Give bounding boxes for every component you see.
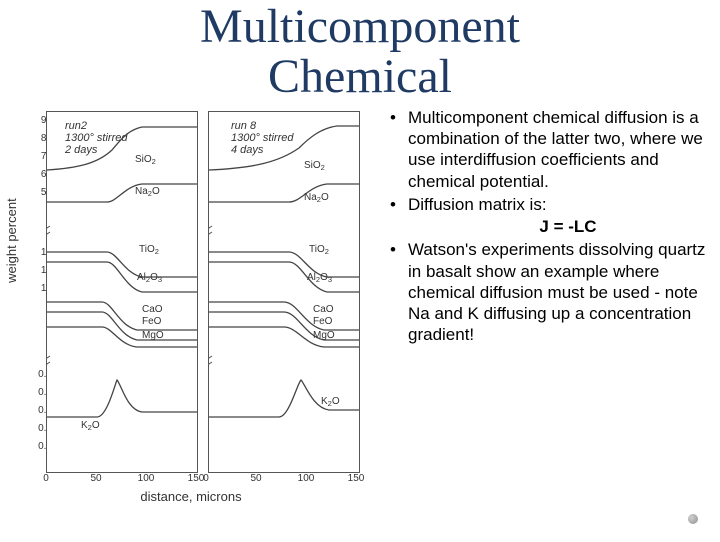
- x-tick: 0: [43, 473, 49, 484]
- x-tick: 50: [90, 473, 101, 484]
- species-curve: [209, 252, 359, 277]
- species-label: TiO2: [139, 244, 159, 256]
- y-axis-label: weight percent: [4, 199, 19, 284]
- bullet-list: Multicomponent chemical diffusion is a c…: [386, 107, 706, 502]
- species-curve: [47, 127, 197, 170]
- x-tick: 0: [203, 473, 209, 484]
- decorative-dot: [688, 514, 698, 524]
- species-curve: [209, 302, 359, 330]
- species-curve: [209, 126, 359, 170]
- bullet-1: Multicomponent chemical diffusion is a c…: [386, 107, 706, 192]
- chart-panel: run 81300° stirred4 daysSiO2Na2OTiO2Al2O…: [208, 111, 360, 473]
- chart-panels: run21300° stirred2 daysSiO2Na2OTiO2Al2O3…: [46, 111, 366, 476]
- species-curve: [47, 312, 197, 340]
- species-label: Na2O: [135, 186, 160, 198]
- x-tick: 100: [138, 473, 155, 484]
- species-curve: [209, 312, 359, 340]
- species-label: Na2O: [304, 192, 329, 204]
- species-label: FeO: [142, 316, 162, 327]
- title-line-2: Chemical: [268, 50, 452, 103]
- species-label: K2O: [321, 396, 340, 408]
- species-curve: [47, 184, 197, 202]
- bullet-2: Diffusion matrix is: J = -LC: [386, 194, 706, 238]
- species-label: Al2O3: [137, 272, 162, 284]
- curves-svg: SiO2 Na2O TiO2 Al2O3 CaOFeO MgO K2O: [47, 112, 197, 472]
- x-tick: 50: [250, 473, 261, 484]
- slide-title: Multicomponent Chemical: [0, 2, 720, 103]
- species-label: K2O: [81, 420, 100, 432]
- x-tick: 150: [188, 473, 205, 484]
- species-curve: [47, 252, 197, 277]
- species-label: MgO: [142, 330, 164, 341]
- species-label: Al2O3: [307, 272, 332, 284]
- x-tick: 150: [348, 473, 365, 484]
- diffusion-chart: weight percent distance, microns 9080706…: [6, 107, 376, 502]
- species-label: SiO2: [304, 160, 325, 172]
- bullet-3: Watson's experiments dissolving quartz i…: [386, 239, 706, 345]
- species-label: FeO: [313, 316, 333, 327]
- content-row: weight percent distance, microns 9080706…: [0, 107, 720, 502]
- species-label: MgO: [313, 330, 335, 341]
- curves-svg: SiO2 Na2O TiO2 Al2O3 CaOFeO MgO K2O: [209, 112, 359, 472]
- species-curve: [47, 380, 197, 417]
- chart-panel: run21300° stirred2 daysSiO2Na2OTiO2Al2O3…: [46, 111, 198, 473]
- species-label: TiO2: [309, 244, 329, 256]
- equation: J = -LC: [430, 216, 706, 237]
- x-tick: 100: [298, 473, 315, 484]
- species-label: SiO2: [135, 154, 156, 166]
- title-line-1: Multicomponent: [200, 0, 520, 53]
- species-label: CaO: [142, 304, 163, 315]
- species-curve: [47, 302, 197, 330]
- x-axis-label: distance, microns: [140, 489, 241, 504]
- species-curve: [209, 184, 359, 202]
- species-label: CaO: [313, 304, 334, 315]
